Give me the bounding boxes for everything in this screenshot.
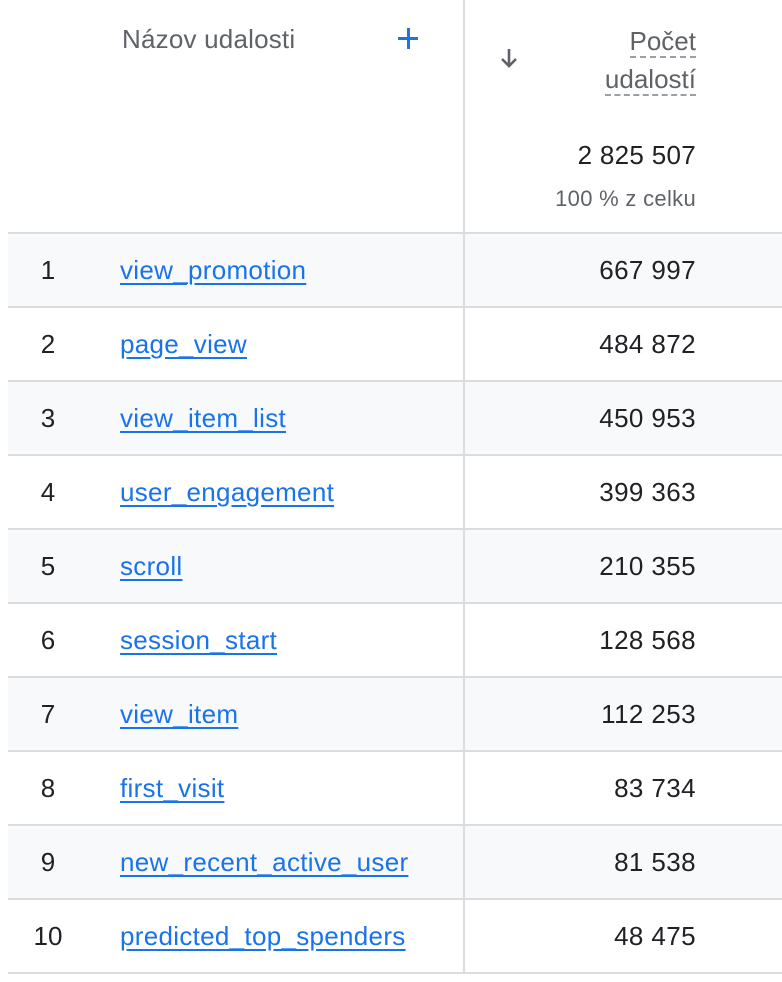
table-row: 5 scroll 210 355	[8, 528, 782, 602]
table-row: 6 session_start 128 568	[8, 602, 782, 676]
event-count-value: 48 475	[614, 921, 696, 951]
event-name-column-header[interactable]: Názov udalosti	[122, 24, 296, 54]
row-index: 9	[40, 847, 56, 877]
event-name-link[interactable]: session_start	[120, 625, 278, 655]
table-row: 3 view_item_list 450 953	[8, 380, 782, 454]
table-row: 7 view_item 112 253	[8, 676, 782, 750]
table-body: 1 view_promotion 667 997 2 page_view 484…	[8, 232, 782, 974]
event-name-link[interactable]: view_item_list	[120, 403, 287, 433]
table-row: 4 user_engagement 399 363	[8, 454, 782, 528]
event-count-value: 667 997	[599, 255, 696, 285]
row-index: 4	[40, 477, 56, 507]
event-name-link[interactable]: page_view	[120, 329, 248, 359]
event-name-link[interactable]: scroll	[120, 551, 183, 581]
row-index: 10	[33, 921, 63, 951]
event-count-value: 210 355	[599, 551, 696, 581]
row-index: 2	[40, 329, 56, 359]
arrow-down-icon[interactable]	[498, 46, 520, 72]
event-name-link[interactable]: first_visit	[120, 773, 225, 803]
total-event-count: 2 825 507	[577, 140, 696, 170]
table-row: 9 new_recent_active_user 81 538	[8, 824, 782, 898]
metric-label-line2: udalostí	[604, 64, 696, 96]
table-header: Názov udalosti Počet udalostí 2 825 507 …	[0, 0, 782, 232]
row-index: 1	[40, 255, 56, 285]
event-count-value: 399 363	[599, 477, 696, 507]
event-count-value: 112 253	[601, 699, 696, 729]
table-row: 10 predicted_top_spenders 48 475	[8, 898, 782, 974]
event-name-link[interactable]: view_promotion	[120, 255, 307, 285]
total-percent: 100 % z celku	[555, 186, 696, 211]
event-name-link[interactable]: predicted_top_spenders	[120, 921, 406, 951]
row-index: 5	[40, 551, 56, 581]
row-index: 6	[40, 625, 56, 655]
plus-icon[interactable]	[392, 22, 424, 54]
metric-label-line1: Počet	[629, 26, 696, 58]
row-index: 3	[40, 403, 56, 433]
event-count-value: 484 872	[599, 329, 696, 359]
event-count-column-header[interactable]: Počet udalostí	[604, 22, 696, 98]
event-count-value: 450 953	[599, 403, 696, 433]
event-name-link[interactable]: user_engagement	[120, 477, 335, 507]
event-count-value: 81 538	[614, 847, 696, 877]
event-count-value: 128 568	[599, 625, 696, 655]
table-row: 1 view_promotion 667 997	[8, 232, 782, 306]
event-name-link[interactable]: new_recent_active_user	[120, 847, 409, 877]
row-index: 8	[40, 773, 56, 803]
event-name-link[interactable]: view_item	[120, 699, 239, 729]
event-count-value: 83 734	[614, 773, 696, 803]
table-row: 2 page_view 484 872	[8, 306, 782, 380]
row-index: 7	[40, 699, 56, 729]
column-divider	[463, 0, 465, 972]
table-row: 8 first_visit 83 734	[8, 750, 782, 824]
